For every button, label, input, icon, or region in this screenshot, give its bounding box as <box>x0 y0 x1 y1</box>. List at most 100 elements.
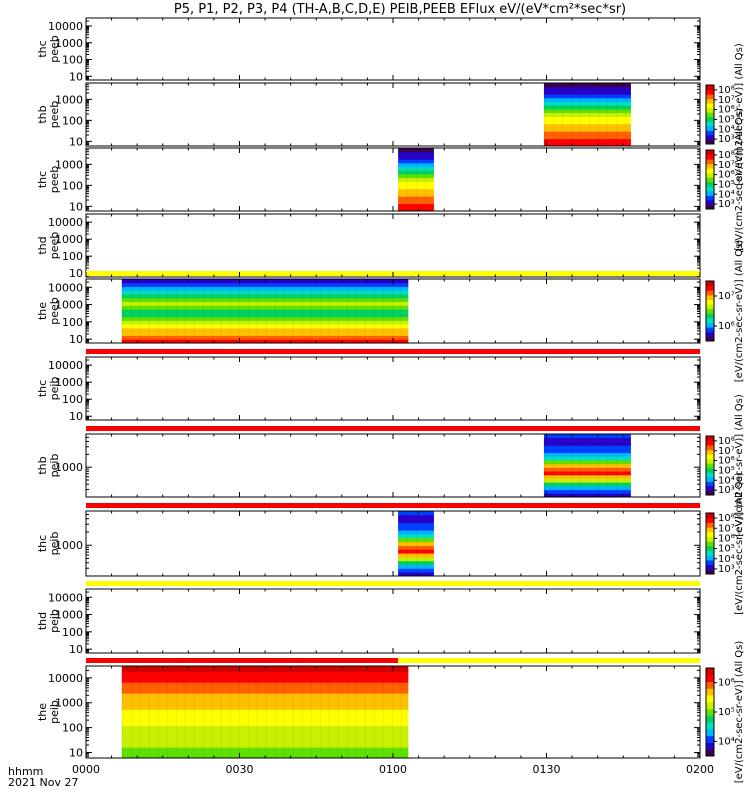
spectrogram-cell <box>398 572 434 577</box>
y-tick-label: 100 <box>62 179 83 192</box>
spectrogram-cell <box>398 518 434 523</box>
spectrogram-cell <box>121 703 409 710</box>
spectrogram-texture <box>292 666 295 758</box>
spectrogram-texture <box>175 666 178 758</box>
spectrogram-cell <box>543 452 631 457</box>
colorbar-swatch <box>706 472 714 478</box>
spectrogram-cell <box>398 162 434 168</box>
spectrogram-texture <box>552 434 555 497</box>
spectrogram-cell <box>398 533 434 539</box>
y-tick-label: 1000 <box>55 299 83 312</box>
y-tick-label: 100 <box>62 54 83 67</box>
spectrogram-texture <box>319 666 322 758</box>
colorbar-swatch <box>706 564 714 570</box>
spectrogram-texture <box>121 666 124 758</box>
spectrogram-cell <box>543 127 631 132</box>
panel-label-line: peeb <box>48 101 61 129</box>
colorbar-swatch <box>706 190 714 196</box>
spectrogram-cell <box>121 320 409 325</box>
spectrogram-cell <box>543 482 631 487</box>
spectrogram-texture <box>391 666 394 758</box>
colorbar-tick-label: 10⁷ <box>718 446 735 457</box>
spectrogram-cell <box>121 736 409 743</box>
spectrogram-texture <box>211 666 214 758</box>
panel-frame <box>85 588 701 654</box>
colorbar-swatch <box>706 195 714 201</box>
spectrogram-texture <box>416 148 418 211</box>
spectrogram-cell <box>121 331 409 336</box>
colorbar: 10⁴ 10⁵ 10⁶ [eV/(cm2-sec-sr-eV)] (All Qs) <box>705 641 745 783</box>
spectrogram-cell <box>121 693 409 699</box>
panel-label: the peib <box>36 700 61 724</box>
panel-frame <box>85 356 701 421</box>
spectrogram-texture <box>373 279 376 343</box>
panel-label-line: peib <box>48 532 61 556</box>
spectrogram-cell <box>398 177 434 182</box>
colorbar-tick-label: 10⁶ <box>718 321 735 332</box>
colorbar-tick-label: 10⁶ <box>718 678 735 689</box>
colorbar-label-group: [eV/(cm2-sec-sr-eV)] (All Qs) <box>734 394 745 537</box>
spectrogram-texture <box>265 279 268 343</box>
spectrogram-cell <box>121 297 409 303</box>
spectrogram-texture <box>346 279 349 343</box>
y-tick-label: 1000 <box>55 609 83 622</box>
spectrogram-texture <box>606 434 609 497</box>
colorbar-swatch <box>706 154 714 160</box>
colorbar-label-group: [eV/(cm2-sec-sr-eV)] (All Qs) <box>734 240 745 383</box>
spectrogram-texture <box>157 666 160 758</box>
spectrogram-texture <box>130 666 133 758</box>
y-tick-label: 10000 <box>48 20 83 33</box>
spectrogram-texture <box>552 83 555 146</box>
spectrogram-texture <box>211 279 214 343</box>
x-tick-label: 0200 <box>686 763 714 776</box>
colorbar-tick-label: 10⁴ <box>718 736 735 747</box>
panel-label-line: thc <box>36 380 49 397</box>
spectrogram-texture <box>184 666 187 758</box>
y-tick-label: 10 <box>69 410 83 423</box>
colorbar-tick-label: 10⁸ <box>718 85 735 96</box>
colorbar-swatch <box>706 112 714 118</box>
y-tick-label: 10 <box>69 200 83 213</box>
spectrogram-texture <box>310 279 313 343</box>
colorbar-tick-label: 10³ <box>718 199 735 210</box>
colorbar-swatch <box>706 134 714 140</box>
spectrogram-cell <box>543 456 631 461</box>
colorbar-tick-label: 10⁵ <box>718 465 735 476</box>
colorbar-tick-label: 10⁷ <box>718 291 735 302</box>
spectrogram-texture <box>579 434 582 497</box>
spectrogram-texture <box>615 83 618 146</box>
spectrogram-cell <box>398 530 434 535</box>
spectrogram-texture <box>407 511 409 576</box>
spectrogram-texture <box>256 279 259 343</box>
colorbar-frame <box>705 149 715 210</box>
spectrogram-texture <box>543 434 546 497</box>
spectrogram-texture <box>148 666 151 758</box>
spectrogram-texture <box>193 279 196 343</box>
spectrogram-texture <box>166 279 169 343</box>
flag-bar <box>86 426 700 431</box>
spectrogram-texture <box>355 279 358 343</box>
time-axis: 0000 0030 0100 0130 0200 <box>72 18 714 776</box>
y-tick-label: 10 <box>69 746 83 759</box>
flag-bar <box>86 503 700 508</box>
spectrogram-cell <box>543 485 631 491</box>
colorbar-swatch <box>706 98 714 104</box>
spectrogram-cell <box>543 459 631 465</box>
y-tick-label: 10000 <box>48 359 83 372</box>
spectrogram-texture <box>561 434 564 497</box>
panel-label-line: peib <box>48 377 61 401</box>
spectrogram-cell <box>121 324 409 329</box>
colorbar-swatch <box>706 308 714 314</box>
y-tick-label: 10 <box>69 333 83 346</box>
spectrogram-cell <box>121 714 409 721</box>
colorbar-tick-label: 10³ <box>718 134 735 145</box>
spectrogram-texture <box>400 279 403 343</box>
colorbar-frame <box>705 435 715 496</box>
colorbar-swatch <box>706 103 714 109</box>
spectrogram-texture <box>274 666 277 758</box>
spectrogram-cell <box>121 309 409 314</box>
spectrogram-texture <box>561 83 564 146</box>
spectrogram-cell <box>543 448 631 454</box>
